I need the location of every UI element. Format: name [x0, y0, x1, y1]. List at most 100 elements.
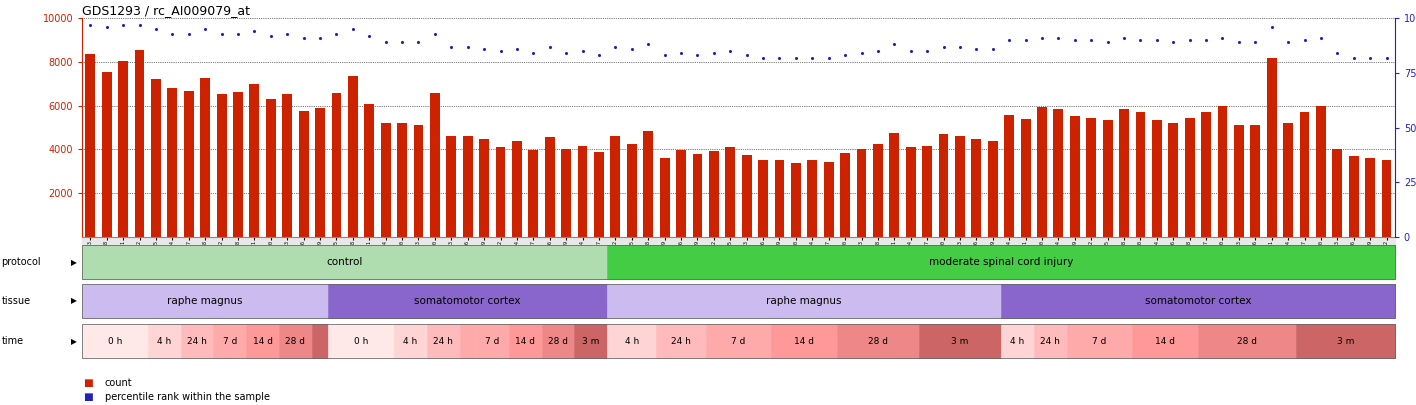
Point: [555, 50, 578, 56]
Text: raphe magnus: raphe magnus: [167, 296, 244, 306]
Point: [423, 30, 446, 37]
Text: raphe magnus: raphe magnus: [766, 296, 843, 306]
Point: [588, 52, 610, 59]
Bar: [217, 94, 227, 237]
Bar: [725, 147, 735, 237]
Point: [309, 35, 331, 41]
Bar: [331, 93, 341, 237]
Text: 7 d: 7 d: [486, 337, 500, 346]
Bar: [971, 139, 981, 237]
Text: 24 h: 24 h: [671, 337, 691, 346]
Bar: [627, 143, 637, 237]
Text: 14 d: 14 d: [1155, 337, 1175, 346]
Bar: [954, 136, 964, 237]
Bar: [1349, 156, 1359, 237]
Text: GDS1293 / rc_AI009079_at: GDS1293 / rc_AI009079_at: [82, 4, 251, 17]
Text: protocol: protocol: [1, 257, 41, 267]
Bar: [840, 153, 850, 237]
Bar: [643, 131, 653, 237]
Text: 28 d: 28 d: [1238, 337, 1257, 346]
Bar: [496, 147, 506, 237]
Point: [752, 54, 775, 61]
Point: [998, 37, 1021, 43]
Point: [358, 32, 381, 39]
Bar: [545, 136, 555, 237]
Point: [259, 32, 282, 39]
Text: 7 d: 7 d: [731, 337, 746, 346]
Point: [95, 24, 118, 30]
Point: [702, 50, 725, 56]
Point: [112, 21, 135, 28]
Point: [1245, 39, 1267, 45]
Bar: [413, 126, 423, 237]
Bar: [595, 151, 603, 237]
Point: [1046, 35, 1069, 41]
Bar: [364, 104, 374, 237]
Bar: [184, 92, 194, 237]
Point: [719, 48, 742, 54]
Bar: [874, 145, 882, 237]
Point: [341, 26, 364, 32]
Bar: [249, 85, 259, 237]
Text: percentile rank within the sample: percentile rank within the sample: [105, 392, 270, 402]
Point: [391, 39, 413, 45]
Point: [408, 39, 430, 45]
Point: [571, 48, 593, 54]
Text: time: time: [1, 336, 24, 346]
Point: [981, 46, 1004, 52]
Point: [966, 46, 988, 52]
Point: [292, 35, 314, 41]
Point: [79, 21, 102, 28]
Bar: [1136, 112, 1146, 237]
Bar: [792, 162, 801, 237]
Point: [1031, 35, 1054, 41]
Bar: [528, 150, 538, 237]
Point: [1080, 37, 1103, 43]
Point: [1195, 37, 1218, 43]
Bar: [1185, 118, 1195, 237]
Text: ■: ■: [84, 378, 93, 388]
Bar: [135, 50, 144, 237]
Bar: [299, 111, 309, 237]
Bar: [348, 75, 358, 237]
Bar: [430, 94, 440, 237]
Bar: [775, 160, 784, 237]
Text: 0 h: 0 h: [354, 337, 368, 346]
Bar: [152, 79, 161, 237]
Text: 4 h: 4 h: [1010, 337, 1025, 346]
Text: 3 m: 3 m: [1337, 337, 1354, 346]
Point: [210, 30, 232, 37]
Bar: [316, 108, 324, 237]
Bar: [381, 123, 391, 237]
Bar: [1267, 58, 1277, 237]
Text: 14 d: 14 d: [515, 337, 535, 346]
Point: [637, 41, 660, 48]
Text: 24 h: 24 h: [433, 337, 453, 346]
Point: [653, 52, 675, 59]
Bar: [463, 136, 473, 237]
Point: [326, 30, 348, 37]
Bar: [1233, 126, 1243, 237]
Bar: [1218, 106, 1228, 237]
Bar: [758, 160, 767, 237]
Bar: [1365, 158, 1375, 237]
Bar: [988, 141, 998, 237]
Point: [1211, 35, 1233, 41]
Text: 4 h: 4 h: [624, 337, 639, 346]
Bar: [578, 145, 588, 237]
Bar: [479, 139, 489, 237]
Bar: [1332, 149, 1342, 237]
Point: [1293, 37, 1315, 43]
Bar: [1283, 123, 1293, 237]
Bar: [266, 99, 276, 237]
Text: 4 h: 4 h: [157, 337, 171, 346]
Point: [834, 52, 857, 59]
Bar: [1201, 112, 1211, 237]
Point: [144, 26, 167, 32]
Text: 14 d: 14 d: [252, 337, 273, 346]
Bar: [807, 160, 817, 237]
Text: 14 d: 14 d: [794, 337, 814, 346]
Point: [1163, 39, 1185, 45]
Bar: [446, 136, 456, 237]
Point: [735, 52, 758, 59]
